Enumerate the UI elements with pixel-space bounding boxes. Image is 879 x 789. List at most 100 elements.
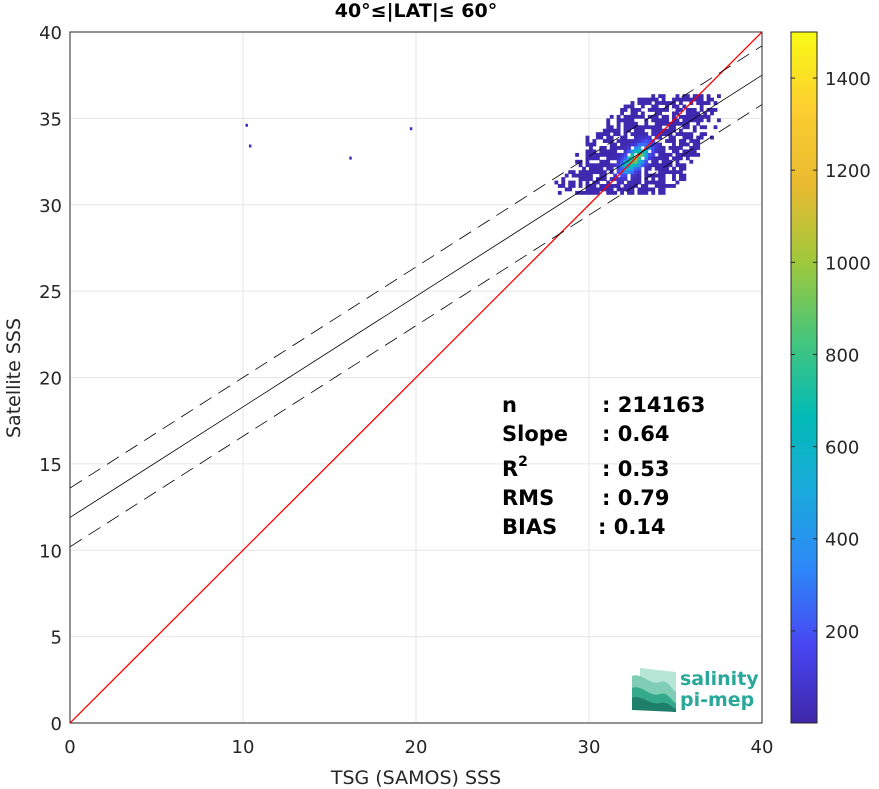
density-cell	[672, 128, 676, 133]
density-cell	[585, 180, 590, 185]
density-cell	[658, 111, 663, 116]
density-cell	[689, 132, 694, 137]
density-cell	[633, 159, 638, 164]
density-cell	[665, 118, 669, 123]
density-cell	[706, 114, 711, 119]
density-cell	[685, 125, 690, 130]
density-cell	[647, 146, 652, 150]
outlier-point	[245, 123, 248, 127]
density-cell	[713, 125, 718, 130]
density-cell	[602, 132, 607, 137]
density-cell	[595, 135, 600, 140]
y-tick-label: 25	[39, 282, 62, 303]
density-cell	[589, 184, 593, 188]
density-cell	[599, 152, 604, 157]
density-cell	[651, 177, 656, 181]
density-cell	[589, 190, 593, 195]
density-cell	[630, 152, 635, 157]
density-cell	[717, 94, 721, 99]
density-cell	[623, 139, 628, 143]
density-cell	[658, 121, 663, 126]
density-cell	[640, 128, 645, 133]
density-cell	[685, 97, 690, 102]
density-cell	[658, 118, 663, 123]
density-cell	[678, 132, 683, 137]
salinity-pi-mep-logo: salinity pi-mep	[632, 668, 759, 712]
density-cell	[647, 180, 652, 185]
density-cell	[606, 135, 611, 140]
stat-bias-label: BIAS	[502, 515, 557, 539]
density-cell	[630, 104, 635, 109]
density-cell	[661, 177, 666, 181]
density-cell	[609, 135, 614, 140]
density-cell	[585, 190, 590, 195]
density-cell	[675, 146, 680, 150]
density-cell	[637, 97, 642, 102]
density-cell	[623, 104, 628, 109]
density-cell	[613, 146, 618, 150]
density-cell	[665, 101, 669, 105]
density-cell	[627, 118, 631, 123]
outlier-point	[409, 127, 413, 131]
density-cell	[682, 97, 687, 102]
stat-r2-value: : 0.53	[602, 457, 670, 481]
density-cell	[599, 187, 604, 192]
density-cell	[592, 156, 597, 161]
density-cell	[713, 108, 718, 112]
density-cell	[606, 128, 611, 133]
density-cell	[658, 152, 663, 157]
density-cell	[623, 152, 628, 157]
density-cell	[620, 173, 624, 178]
density-cell	[696, 114, 701, 119]
density-cell	[637, 146, 642, 150]
density-cell	[668, 159, 673, 164]
density-cell	[661, 146, 666, 150]
one-to-one-line	[70, 32, 762, 723]
density-cell	[692, 108, 697, 112]
density-cell	[561, 180, 566, 185]
density-cell	[675, 152, 680, 157]
density-cell	[689, 111, 694, 116]
density-cell	[633, 125, 638, 130]
density-cell	[661, 190, 666, 195]
density-cell	[647, 135, 652, 140]
density-cell	[620, 180, 624, 185]
density-cell	[689, 146, 694, 150]
density-cell	[627, 121, 631, 126]
density-cell	[609, 184, 614, 188]
density-cell	[654, 104, 659, 109]
density-cell	[630, 121, 635, 126]
density-cell	[568, 184, 573, 188]
density-cell	[609, 125, 614, 130]
density-cell	[640, 139, 645, 143]
density-cell	[675, 132, 680, 137]
density-cell	[630, 139, 635, 143]
density-cell	[630, 149, 635, 154]
density-cell	[589, 142, 593, 147]
density-cell	[620, 166, 624, 171]
density-cell	[592, 166, 597, 171]
density-cell	[675, 159, 680, 164]
stat-r2-sup: 2	[518, 454, 528, 470]
density-cell	[578, 190, 583, 195]
density-cell	[592, 142, 597, 147]
density-cell	[637, 166, 642, 171]
density-cell	[675, 121, 680, 126]
density-cell	[595, 166, 600, 171]
density-cell	[678, 121, 683, 126]
density-cell	[682, 125, 687, 130]
density-cell	[696, 152, 701, 157]
density-cell	[585, 173, 590, 178]
density-cell	[606, 163, 611, 168]
logo-line2: pi-mep	[680, 689, 754, 711]
density-cell	[633, 166, 638, 171]
density-cell	[651, 125, 656, 130]
density-cell	[654, 173, 659, 178]
density-cell	[685, 111, 690, 116]
density-cell	[654, 163, 659, 168]
density-cell	[658, 163, 663, 168]
density-cell	[658, 170, 663, 175]
density-cell	[675, 180, 680, 185]
density-cell	[630, 177, 635, 181]
density-cell	[606, 152, 611, 157]
